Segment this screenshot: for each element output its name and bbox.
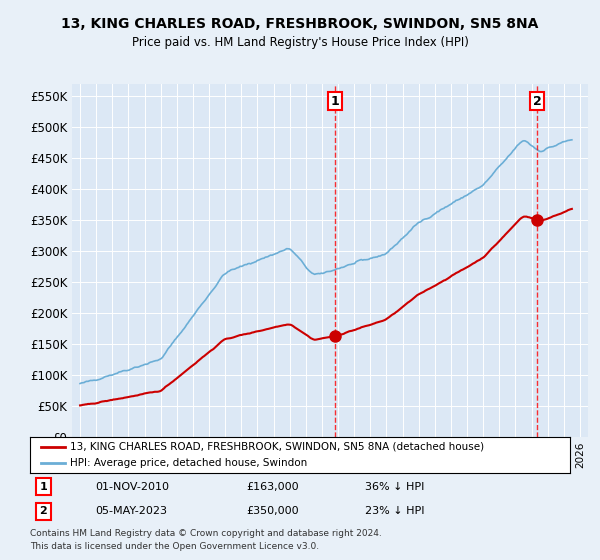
Text: £163,000: £163,000 [246,482,299,492]
Text: HPI: Average price, detached house, Swindon: HPI: Average price, detached house, Swin… [71,458,308,468]
Text: Price paid vs. HM Land Registry's House Price Index (HPI): Price paid vs. HM Land Registry's House … [131,36,469,49]
Text: Contains HM Land Registry data © Crown copyright and database right 2024.: Contains HM Land Registry data © Crown c… [30,529,382,538]
Text: 13, KING CHARLES ROAD, FRESHBROOK, SWINDON, SN5 8NA: 13, KING CHARLES ROAD, FRESHBROOK, SWIND… [61,17,539,31]
Text: £350,000: £350,000 [246,506,299,516]
Text: 13, KING CHARLES ROAD, FRESHBROOK, SWINDON, SN5 8NA (detached house): 13, KING CHARLES ROAD, FRESHBROOK, SWIND… [71,442,485,452]
Text: 1: 1 [331,95,340,108]
Text: 05-MAY-2023: 05-MAY-2023 [95,506,167,516]
Text: This data is licensed under the Open Government Licence v3.0.: This data is licensed under the Open Gov… [30,542,319,551]
Text: 23% ↓ HPI: 23% ↓ HPI [365,506,424,516]
Text: 2: 2 [533,95,541,108]
Text: 1: 1 [40,482,47,492]
Text: 01-NOV-2010: 01-NOV-2010 [95,482,169,492]
Text: 2: 2 [40,506,47,516]
Text: 36% ↓ HPI: 36% ↓ HPI [365,482,424,492]
